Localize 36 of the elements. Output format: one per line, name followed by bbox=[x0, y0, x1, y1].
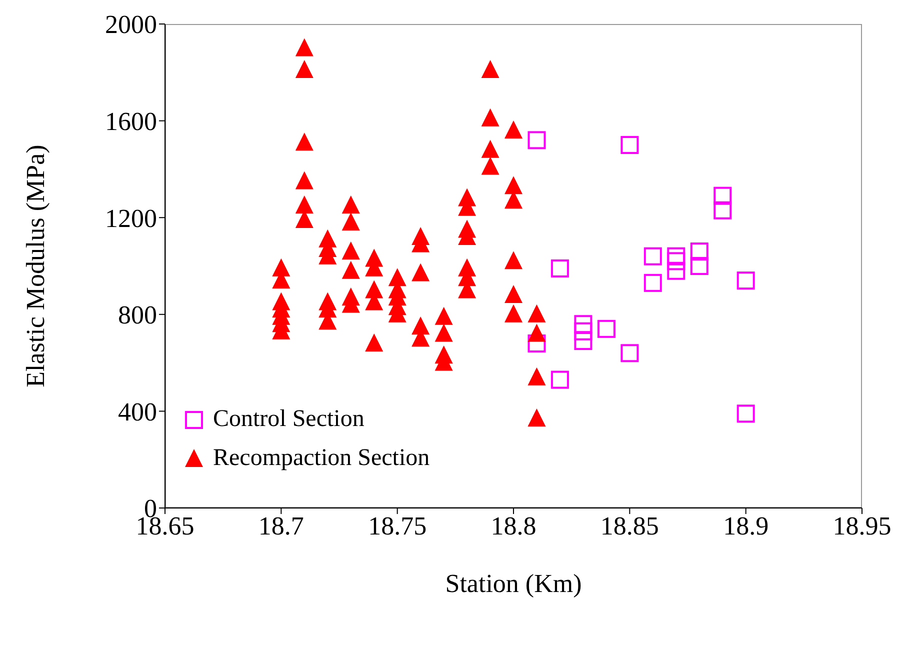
point bbox=[667, 247, 686, 266]
point bbox=[667, 252, 686, 270]
y-tick-label: 1200 bbox=[105, 204, 157, 233]
point bbox=[644, 247, 662, 266]
point bbox=[736, 404, 755, 423]
point bbox=[528, 334, 546, 352]
legend-label: Control Section bbox=[213, 406, 364, 433]
point bbox=[528, 131, 546, 150]
y-tick-label: 2000 bbox=[105, 10, 157, 40]
point bbox=[714, 201, 732, 220]
point bbox=[574, 322, 592, 340]
x-tick-label: 18.8 bbox=[490, 511, 536, 540]
x-axis-title: Station (Km) bbox=[445, 569, 582, 598]
x-tick-label: 18.85 bbox=[600, 511, 659, 540]
point bbox=[690, 257, 708, 275]
point bbox=[714, 186, 732, 205]
x-tick-label: 18.7 bbox=[258, 511, 304, 540]
point bbox=[667, 262, 686, 280]
point bbox=[597, 320, 616, 338]
point bbox=[690, 242, 708, 260]
y-axis-title: Elastic Modulus (MPa) bbox=[21, 144, 50, 388]
point bbox=[736, 272, 755, 290]
x-tick-label: 18.95 bbox=[832, 511, 892, 540]
point bbox=[574, 315, 592, 334]
point bbox=[620, 136, 639, 154]
point bbox=[574, 332, 592, 350]
x-tick-label: 18.75 bbox=[368, 511, 427, 540]
x-tick-label: 18.9 bbox=[723, 511, 769, 540]
point bbox=[644, 274, 662, 292]
point bbox=[550, 370, 569, 389]
legend-label: Recompaction Section bbox=[213, 445, 430, 472]
point bbox=[550, 259, 569, 278]
y-tick-label: 1600 bbox=[105, 107, 157, 136]
y-tick-label: 800 bbox=[118, 300, 157, 330]
y-tick-label: 400 bbox=[118, 397, 157, 426]
point bbox=[620, 344, 639, 362]
